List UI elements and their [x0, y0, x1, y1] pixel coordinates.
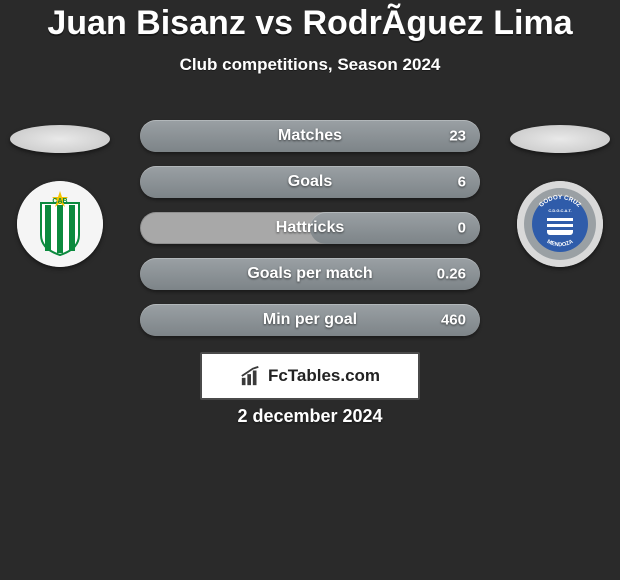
stat-label: Min per goal [263, 311, 357, 329]
stat-row: Min per goal 460 [140, 304, 480, 336]
crest-right-svg: GODOY CRUZ MENDOZA C.D.G.C.A.T. [517, 181, 603, 267]
stat-row: Hattricks 0 [140, 212, 480, 244]
brand-box: FcTables.com [200, 352, 420, 400]
stat-value-right: 460 [441, 312, 466, 329]
club-crest-left: CAB [17, 181, 103, 267]
right-player-column: GODOY CRUZ MENDOZA C.D.G.C.A.T. [500, 125, 620, 267]
stat-label: Matches [278, 127, 342, 145]
crest-left-initials: CAB [52, 198, 67, 205]
club-crest-right: GODOY CRUZ MENDOZA C.D.G.C.A.T. [517, 181, 603, 267]
stat-value-right: 0 [458, 220, 466, 237]
page-title: Juan Bisanz vs RodrÃ­guez Lima [0, 0, 620, 43]
stat-row: Matches 23 [140, 120, 480, 152]
stat-value-right: 0.26 [437, 266, 466, 283]
stat-value-right: 6 [458, 174, 466, 191]
player-left-avatar [10, 125, 110, 153]
stat-value-right: 23 [449, 128, 466, 145]
stat-row: Goals per match 0.26 [140, 258, 480, 290]
player-right-avatar [510, 125, 610, 153]
brand-text: FcTables.com [268, 366, 380, 386]
stat-pill-list: Matches 23 Goals 6 Hattricks 0 Goals per match… [140, 120, 480, 336]
page-subtitle: Club competitions, Season 2024 [0, 55, 620, 75]
crest-left-svg: CAB [17, 181, 103, 267]
stat-label: Goals [288, 173, 332, 191]
left-player-column: CAB [0, 125, 120, 267]
infographic-root: Juan Bisanz vs RodrÃ­guez Lima Club comp… [0, 0, 620, 580]
stat-label: Hattricks [276, 219, 344, 237]
footer-date: 2 december 2024 [0, 406, 620, 427]
stat-label: Goals per match [247, 265, 372, 283]
stat-row: Goals 6 [140, 166, 480, 198]
crest-right-initials: C.D.G.C.A.T. [548, 208, 571, 213]
chart-icon [240, 365, 262, 387]
